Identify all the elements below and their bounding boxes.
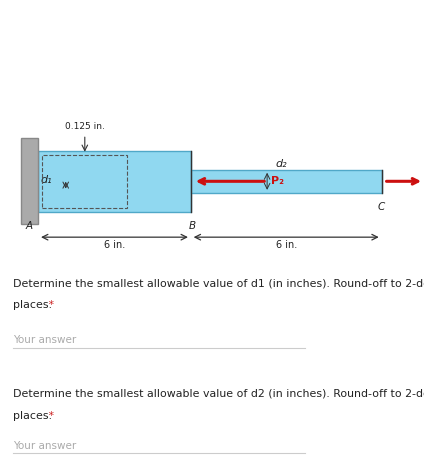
Text: *: *	[45, 410, 54, 420]
Text: d₁: d₁	[41, 175, 53, 185]
Bar	[38, 151, 191, 212]
Text: 0.125 in.: 0.125 in.	[65, 121, 105, 130]
Bar	[21, 138, 38, 225]
Text: *: *	[45, 300, 54, 310]
Text: respectively. Use P1 = 2,800 lb. and P2 = 4,800 lb.: respectively. Use P1 = 2,800 lb. and P2 …	[11, 78, 312, 88]
Text: A: A	[25, 221, 33, 231]
Text: Determine the smallest allowable value of d2 (in inches). Round-off to 2-decimal: Determine the smallest allowable value o…	[13, 388, 424, 398]
Text: P₂: P₂	[271, 176, 285, 186]
Text: places.: places.	[13, 410, 52, 420]
Text: thickness of 0.125 in. Segment BC is a solid rod of diameter d2. The average: thickness of 0.125 in. Segment BC is a s…	[11, 29, 424, 39]
Text: C: C	[377, 201, 385, 211]
Text: 6 in.: 6 in.	[276, 240, 297, 250]
Text: 5. Segment AB of the bar is a tube with an outer diameter of d1 and a wall: 5. Segment AB of the bar is a tube with …	[11, 6, 424, 16]
Text: places.: places.	[13, 300, 52, 310]
Bar	[191, 170, 382, 193]
Text: B: B	[189, 221, 196, 231]
Text: Determine the smallest allowable value of d1 (in inches). Round-off to 2-decimal: Determine the smallest allowable value o…	[13, 278, 424, 288]
Bar	[42, 155, 127, 208]
Text: Your answer: Your answer	[13, 441, 76, 451]
Text: d₂: d₂	[276, 159, 287, 169]
Text: Your answer: Your answer	[13, 336, 76, 346]
Text: normal stresses must not exceed 3400 psi in rod AB and 6500 in rod BC,: normal stresses must not exceed 3400 psi…	[11, 54, 424, 64]
Text: 6 in.: 6 in.	[104, 240, 125, 250]
